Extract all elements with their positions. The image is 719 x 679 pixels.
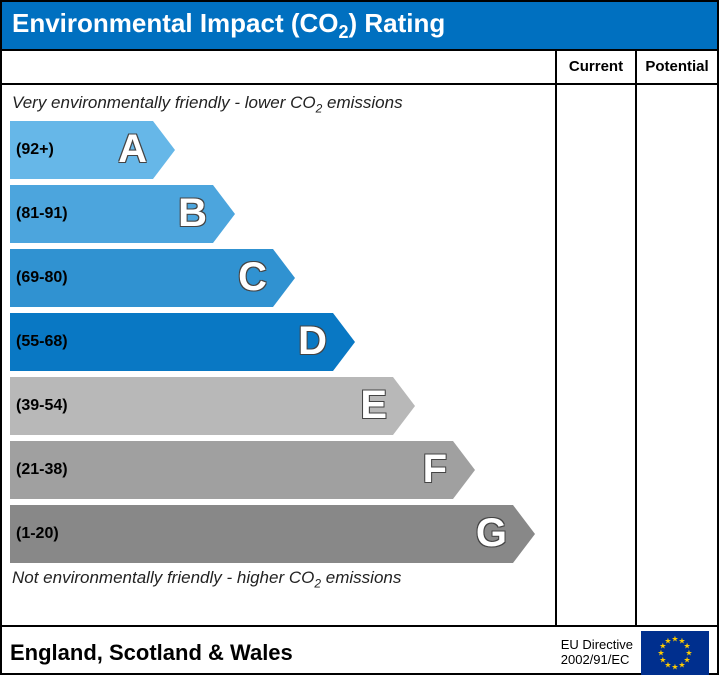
caption-bottom: Not environmentally friendly - higher CO… (2, 566, 555, 592)
band-range-b: (81-91) (10, 205, 100, 223)
eu-star-icon: ★ (671, 663, 678, 672)
band-row-c: (69-80) C (2, 246, 555, 310)
caption-top-post: emissions (322, 93, 402, 112)
band-range-d: (55-68) (10, 333, 100, 351)
eu-star-icon: ★ (678, 661, 685, 670)
caption-top-pre: Very environmentally friendly - lower CO (12, 93, 316, 112)
band-row-d: (55-68) D (2, 310, 555, 374)
band-letter-c: C (238, 255, 267, 300)
band-letter-e: E (360, 383, 387, 428)
current-rating-badge: 42 (562, 376, 632, 434)
band-row-g: (1-20) G (2, 502, 555, 566)
potential-rating-badge: 71 (642, 248, 712, 306)
title-bar: Environmental Impact (CO2) Rating (2, 2, 717, 51)
header-current: Current (557, 51, 637, 83)
band-bar-e: (39-54) E (10, 377, 415, 435)
band-bar-a: (92+) A (10, 121, 175, 179)
bands-container: (92+) A (81-91) B (69-80) C (55-68) D (39-54) E (2… (2, 118, 555, 566)
band-letter-f: F (423, 447, 447, 492)
band-row-b: (81-91) B (2, 182, 555, 246)
band-row-e: (39-54) E (2, 374, 555, 438)
title-text-tail: ) Rating (349, 8, 446, 38)
band-range-f: (21-38) (10, 461, 100, 479)
header-row: Current Potential (2, 51, 717, 85)
band-bar-b: (81-91) B (10, 185, 235, 243)
title-text-pre: Environmental Impact (CO (12, 8, 339, 38)
current-rating-badge-value: 42 (580, 388, 613, 422)
footer-directive-line2: 2002/91/EC (561, 653, 633, 668)
header-potential: Potential (637, 51, 717, 83)
band-letter-a: A (118, 127, 147, 172)
band-bar-f: (21-38) F (10, 441, 475, 499)
band-row-a: (92+) A (2, 118, 555, 182)
header-spacer (2, 51, 557, 83)
rating-card: Environmental Impact (CO2) Rating Curren… (0, 0, 719, 675)
band-letter-g: G (476, 511, 507, 556)
band-range-c: (69-80) (10, 269, 100, 287)
potential-column: 71 (637, 85, 717, 625)
caption-bot-pre: Not environmentally friendly - higher CO (12, 568, 314, 587)
potential-rating-badge-value: 71 (660, 260, 693, 294)
band-row-f: (21-38) F (2, 438, 555, 502)
band-range-g: (1-20) (10, 525, 100, 543)
band-range-a: (92+) (10, 141, 100, 159)
footer-directive: EU Directive 2002/91/EC (561, 638, 633, 668)
footer-directive-line1: EU Directive (561, 638, 633, 653)
title-text-sub: 2 (339, 22, 349, 42)
footer-region: England, Scotland & Wales (10, 640, 561, 666)
eu-flag-icon: ★★★★★★★★★★★★ (641, 631, 709, 675)
footer-row: England, Scotland & Wales EU Directive 2… (2, 625, 717, 679)
band-range-e: (39-54) (10, 397, 100, 415)
caption-top: Very environmentally friendly - lower CO… (2, 91, 555, 117)
eu-star-icon: ★ (664, 637, 671, 646)
band-bar-c: (69-80) C (10, 249, 295, 307)
bands-column: Very environmentally friendly - lower CO… (2, 85, 557, 625)
band-bar-g: (1-20) G (10, 505, 535, 563)
current-column: 42 (557, 85, 637, 625)
band-letter-b: B (178, 191, 207, 236)
chart-area: Very environmentally friendly - lower CO… (2, 85, 717, 625)
band-bar-d: (55-68) D (10, 313, 355, 371)
band-letter-d: D (298, 319, 327, 364)
caption-bot-post: emissions (321, 568, 401, 587)
